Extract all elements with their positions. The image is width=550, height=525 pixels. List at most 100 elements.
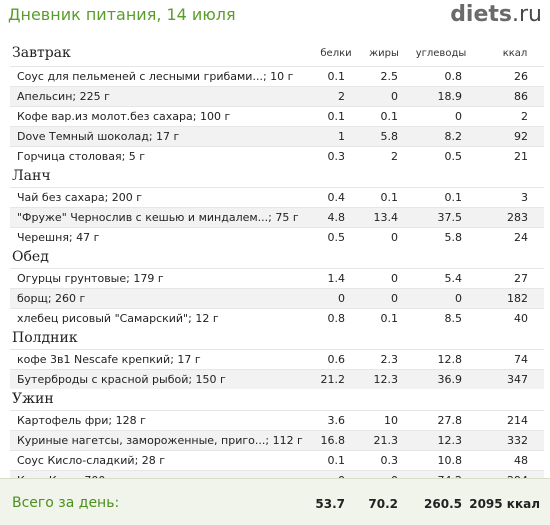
- totals-label: Всего за день:: [12, 495, 120, 511]
- value-fat: 2.3: [380, 353, 399, 366]
- food-name[interactable]: Кофе вар.из молот.без сахара; 100 г: [17, 110, 231, 123]
- food-name[interactable]: Чай без сахара; 200 г: [17, 191, 143, 204]
- value-fat: 5.8: [380, 130, 399, 143]
- food-row[interactable]: Dove Темный шоколад; 17 г 1 5.8 8.2 92: [10, 126, 544, 146]
- logo-tld: .ru: [512, 2, 542, 27]
- value-kcal: 283: [507, 211, 528, 224]
- value-protein: 0.3: [327, 150, 346, 163]
- value-fat: 2: [391, 150, 398, 163]
- food-name[interactable]: Горчица столовая; 5 г: [17, 150, 146, 163]
- food-row[interactable]: кофе 3в1 Nescafe крепкий; 17 г 0.6 2.3 12.8…: [10, 349, 544, 369]
- value-protein: 21.2: [320, 373, 346, 386]
- value-carbs: 12.8: [437, 353, 463, 366]
- value-kcal: 48: [514, 454, 528, 467]
- section-header: Завтрак белки жиры углеводы ккал: [0, 44, 550, 66]
- food-row[interactable]: Соус Кисло-сладкий; 28 г 0.1 0.3 10.8 48: [10, 450, 544, 470]
- section-header: Ужин: [0, 389, 550, 410]
- total-kcal: 2095 ккал: [469, 497, 540, 511]
- value-protein: 0.4: [327, 191, 346, 204]
- totals-bar: Всего за день: 53.7 70.2 260.5 2095 ккал: [0, 478, 550, 525]
- value-carbs: 0: [455, 110, 462, 123]
- page-header: Дневник питания, 14 июля diets.ru: [0, 0, 550, 30]
- food-name[interactable]: хлебец рисовый "Самарский"; 12 г: [17, 312, 219, 325]
- value-carbs: 36.9: [437, 373, 463, 386]
- value-fat: 0.3: [380, 454, 399, 467]
- section-title: Полдник: [12, 330, 78, 346]
- value-protein: 2: [338, 90, 345, 103]
- value-protein: 0.1: [327, 454, 346, 467]
- food-name[interactable]: Апельсин; 225 г: [17, 90, 110, 103]
- value-protein: 0.5: [327, 231, 346, 244]
- section-title: Обед: [12, 249, 49, 265]
- food-name[interactable]: "Фруже" Чернослив с кешью и миндалем...;…: [17, 211, 299, 224]
- nutrition-table: Завтрак белки жиры углеводы ккал Соус для пел…: [0, 44, 550, 490]
- food-row[interactable]: Огурцы грунтовые; 179 г 1.4 0 5.4 27: [10, 268, 544, 288]
- logo-main: diets: [450, 2, 513, 27]
- value-carbs: 5.8: [444, 231, 463, 244]
- value-carbs: 12.3: [437, 434, 463, 447]
- value-fat: 21.3: [373, 434, 399, 447]
- column-header: белки: [320, 48, 352, 59]
- food-row[interactable]: Апельсин; 225 г 2 0 18.9 86: [10, 86, 544, 106]
- value-kcal: 86: [514, 90, 528, 103]
- food-row[interactable]: Соус для пельменей с лесными грибами...;…: [10, 66, 544, 86]
- value-protein: 16.8: [320, 434, 346, 447]
- value-protein: 0: [338, 292, 345, 305]
- food-row[interactable]: хлебец рисовый "Самарский"; 12 г 0.8 0.1 8.…: [10, 308, 544, 328]
- food-row[interactable]: Чай без сахара; 200 г 0.4 0.1 0.1 3: [10, 187, 544, 207]
- food-name[interactable]: Огурцы грунтовые; 179 г: [17, 272, 164, 285]
- value-kcal: 21: [514, 150, 528, 163]
- value-kcal: 332: [507, 434, 528, 447]
- food-name[interactable]: Куриные нагетсы, замороженные, приго...;…: [17, 434, 303, 447]
- food-name[interactable]: борщ; 260 г: [17, 292, 86, 305]
- value-carbs: 8.2: [444, 130, 463, 143]
- site-logo[interactable]: diets.ru: [450, 2, 542, 27]
- value-carbs: 0: [455, 292, 462, 305]
- food-row[interactable]: борщ; 260 г 0 0 0 182: [10, 288, 544, 308]
- food-row[interactable]: Бутерброды с красной рыбой; 150 г 21.2 12.…: [10, 369, 544, 389]
- value-carbs: 10.8: [437, 454, 463, 467]
- food-row[interactable]: Горчица столовая; 5 г 0.3 2 0.5 21: [10, 146, 544, 166]
- value-fat: 0: [391, 90, 398, 103]
- value-protein: 0.1: [327, 70, 346, 83]
- food-row[interactable]: Кофе вар.из молот.без сахара; 100 г 0.1 0.…: [10, 106, 544, 126]
- food-name[interactable]: Бутерброды с красной рыбой; 150 г: [17, 373, 226, 386]
- value-kcal: 347: [507, 373, 528, 386]
- food-row[interactable]: Черешня; 47 г 0.5 0 5.8 24: [10, 227, 544, 247]
- value-protein: 3.6: [327, 414, 346, 427]
- value-fat: 2.5: [380, 70, 399, 83]
- section-header: Ланч: [0, 166, 550, 187]
- column-header: ккал: [502, 48, 528, 59]
- value-carbs: 0.1: [444, 191, 463, 204]
- food-row[interactable]: "Фруже" Чернослив с кешью и миндалем...;…: [10, 207, 544, 227]
- value-fat: 0: [391, 292, 398, 305]
- value-kcal: 214: [507, 414, 528, 427]
- value-kcal: 2: [521, 110, 528, 123]
- value-carbs: 0.5: [444, 150, 463, 163]
- column-header: жиры: [369, 48, 399, 59]
- value-kcal: 40: [514, 312, 528, 325]
- food-name[interactable]: кофе 3в1 Nescafe крепкий; 17 г: [17, 353, 201, 366]
- food-row[interactable]: Картофель фри; 128 г 3.6 10 27.8 214: [10, 410, 544, 430]
- food-name[interactable]: Соус для пельменей с лесными грибами...;…: [17, 70, 294, 83]
- food-row[interactable]: Куриные нагетсы, замороженные, приго...;…: [10, 430, 544, 450]
- value-protein: 1.4: [327, 272, 346, 285]
- value-fat: 10: [384, 414, 398, 427]
- value-kcal: 3: [521, 191, 528, 204]
- food-name[interactable]: Черешня; 47 г: [17, 231, 100, 244]
- section-header: Полдник: [0, 328, 550, 349]
- section-title: Ужин: [12, 391, 54, 407]
- value-protein: 0.6: [327, 353, 346, 366]
- value-kcal: 27: [514, 272, 528, 285]
- value-carbs: 5.4: [444, 272, 463, 285]
- value-protein: 1: [338, 130, 345, 143]
- value-fat: 0: [391, 272, 398, 285]
- section-title: Ланч: [12, 168, 51, 184]
- food-name[interactable]: Соус Кисло-сладкий; 28 г: [17, 454, 166, 467]
- value-fat: 13.4: [373, 211, 399, 224]
- food-name[interactable]: Картофель фри; 128 г: [17, 414, 146, 427]
- food-name[interactable]: Dove Темный шоколад; 17 г: [17, 130, 180, 143]
- value-fat: 0.1: [380, 191, 399, 204]
- value-carbs: 8.5: [444, 312, 463, 325]
